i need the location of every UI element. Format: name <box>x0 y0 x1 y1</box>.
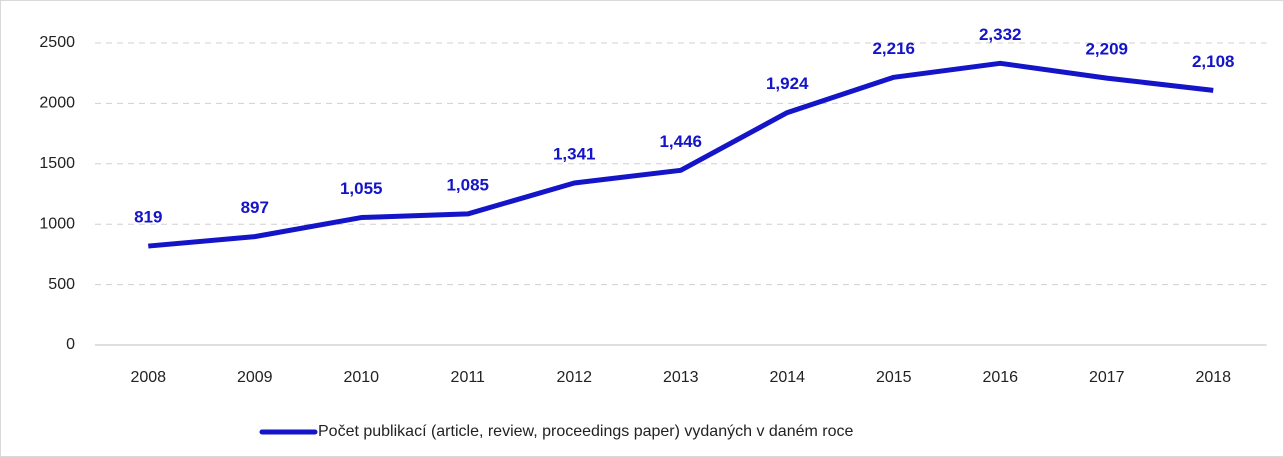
x-tick-label: 2018 <box>1195 369 1231 386</box>
x-tick-label: 2011 <box>451 369 486 386</box>
x-tick-label: 2012 <box>556 369 592 386</box>
data-label: 2,209 <box>1085 40 1128 59</box>
x-tick-label: 2016 <box>982 369 1018 386</box>
y-tick-label: 2500 <box>39 34 75 51</box>
x-tick-label: 2010 <box>343 369 379 386</box>
data-label: 1,341 <box>553 144 596 163</box>
y-tick-label: 2000 <box>39 95 75 112</box>
y-tick-label: 500 <box>48 276 75 293</box>
x-tick-label: 2017 <box>1089 369 1125 386</box>
x-tick-label: 2009 <box>237 369 273 386</box>
data-label: 2,216 <box>872 39 915 58</box>
y-tick-label: 1500 <box>39 155 75 172</box>
data-label: 1,055 <box>340 179 383 198</box>
data-line <box>148 60 1214 249</box>
y-tick-label: 0 <box>66 336 75 353</box>
data-label: 897 <box>241 198 269 217</box>
data-label: 1,446 <box>659 132 702 151</box>
x-tick-label: 2013 <box>663 369 699 386</box>
legend-label: Počet publikací (article, review, procee… <box>318 423 853 440</box>
data-label: 1,085 <box>446 175 489 194</box>
data-label: 1,924 <box>766 74 809 93</box>
data-label: 2,108 <box>1192 52 1235 71</box>
x-tick-label: 2014 <box>769 369 805 386</box>
data-label: 819 <box>134 208 162 227</box>
x-tick-label: 2008 <box>130 369 166 386</box>
y-tick-label: 1000 <box>39 215 75 232</box>
data-label: 2,332 <box>979 25 1022 44</box>
x-tick-label: 2015 <box>876 369 912 386</box>
